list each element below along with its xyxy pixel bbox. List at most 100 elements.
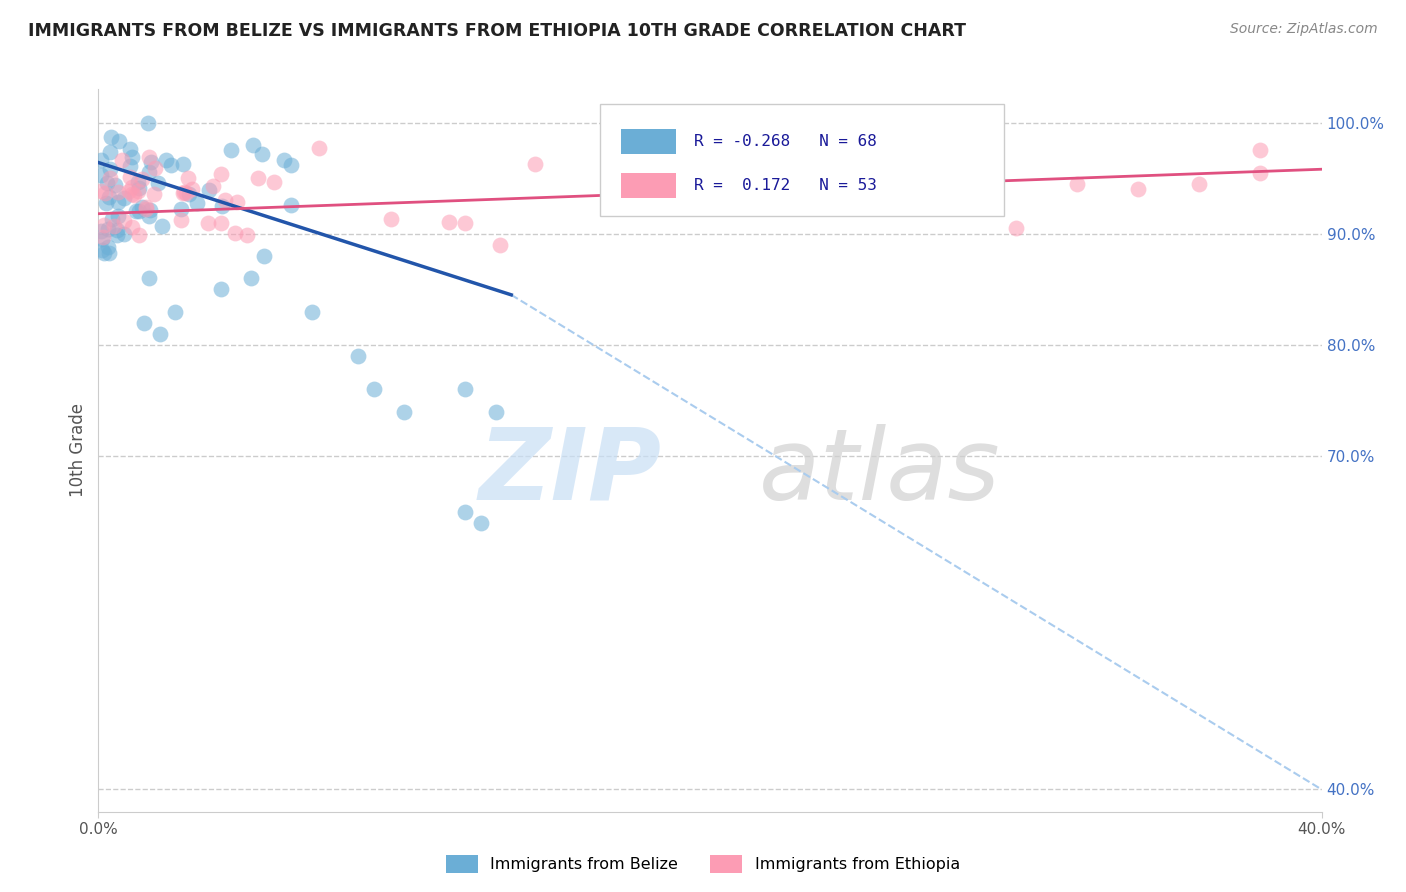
Point bbox=[214, 193, 236, 207]
Text: atlas: atlas bbox=[759, 424, 1001, 521]
Point bbox=[125, 204, 148, 219]
Point bbox=[242, 138, 264, 153]
Point bbox=[485, 404, 508, 418]
Point bbox=[169, 202, 191, 216]
Point bbox=[437, 215, 460, 229]
Point bbox=[280, 198, 302, 212]
Point bbox=[98, 161, 121, 176]
Point bbox=[94, 186, 117, 201]
Point bbox=[121, 186, 143, 201]
Point bbox=[150, 219, 173, 233]
Point bbox=[198, 183, 221, 197]
Point bbox=[211, 199, 233, 213]
Point bbox=[91, 230, 114, 244]
Point bbox=[121, 150, 143, 164]
Point bbox=[90, 153, 112, 167]
Point bbox=[107, 209, 129, 223]
Point bbox=[380, 212, 402, 227]
Point bbox=[236, 227, 259, 242]
Point bbox=[523, 157, 546, 171]
Point bbox=[606, 141, 628, 155]
Point bbox=[149, 326, 172, 341]
Point bbox=[174, 186, 197, 200]
Point bbox=[209, 167, 232, 181]
Point bbox=[155, 153, 177, 168]
Y-axis label: 10th Grade: 10th Grade bbox=[69, 403, 87, 498]
Point bbox=[179, 187, 201, 202]
Point bbox=[98, 246, 121, 260]
Point bbox=[103, 219, 125, 233]
Text: R =  0.172   N = 53: R = 0.172 N = 53 bbox=[695, 178, 877, 194]
Point bbox=[280, 158, 302, 172]
Point bbox=[943, 182, 966, 196]
Legend: Immigrants from Belize, Immigrants from Ethiopia: Immigrants from Belize, Immigrants from … bbox=[439, 848, 967, 880]
Point bbox=[107, 194, 129, 209]
Point bbox=[100, 129, 122, 144]
Point bbox=[90, 184, 112, 198]
Text: Source: ZipAtlas.com: Source: ZipAtlas.com bbox=[1230, 22, 1378, 37]
Point bbox=[122, 188, 145, 202]
Point bbox=[347, 349, 370, 363]
Point bbox=[172, 157, 194, 171]
Point bbox=[90, 169, 112, 183]
Point bbox=[273, 153, 295, 167]
Point bbox=[143, 161, 166, 176]
Point bbox=[139, 203, 162, 218]
Text: ZIP: ZIP bbox=[478, 424, 661, 521]
Point bbox=[105, 223, 128, 237]
Point bbox=[121, 180, 143, 194]
Point bbox=[470, 516, 492, 530]
Point bbox=[489, 238, 512, 252]
Point bbox=[138, 209, 160, 223]
Point bbox=[172, 186, 194, 201]
Point bbox=[225, 195, 247, 210]
Point bbox=[246, 171, 269, 186]
Point bbox=[1004, 221, 1026, 235]
Point bbox=[454, 216, 477, 230]
Point bbox=[98, 170, 121, 185]
Point bbox=[308, 141, 330, 155]
Point bbox=[127, 184, 149, 198]
Point bbox=[392, 404, 416, 418]
Point bbox=[1066, 177, 1088, 191]
Point bbox=[135, 202, 157, 217]
Point bbox=[363, 382, 385, 396]
Point bbox=[240, 271, 263, 285]
Point bbox=[197, 216, 219, 230]
Point bbox=[142, 187, 165, 202]
Point bbox=[1188, 177, 1211, 191]
Point bbox=[138, 165, 160, 179]
Point bbox=[1249, 144, 1271, 158]
Point bbox=[118, 170, 141, 185]
Point bbox=[202, 178, 225, 193]
Text: IMMIGRANTS FROM BELIZE VS IMMIGRANTS FROM ETHIOPIA 10TH GRADE CORRELATION CHART: IMMIGRANTS FROM BELIZE VS IMMIGRANTS FRO… bbox=[28, 22, 966, 40]
Point bbox=[134, 316, 156, 330]
Point bbox=[108, 135, 131, 149]
Point bbox=[127, 175, 149, 189]
Point bbox=[181, 182, 204, 196]
Point bbox=[301, 304, 323, 318]
Point bbox=[163, 304, 186, 318]
Point bbox=[112, 214, 135, 228]
Point bbox=[111, 153, 134, 167]
Point bbox=[112, 227, 135, 241]
Point bbox=[139, 155, 162, 169]
Point bbox=[177, 170, 200, 185]
Point bbox=[97, 222, 120, 236]
Point bbox=[131, 200, 153, 214]
Point bbox=[97, 240, 120, 254]
Point bbox=[138, 271, 160, 285]
Point bbox=[107, 185, 129, 199]
Point bbox=[93, 246, 115, 260]
Point bbox=[224, 227, 246, 241]
Point bbox=[118, 184, 141, 198]
Point bbox=[454, 382, 477, 396]
Point bbox=[128, 227, 150, 242]
Point bbox=[454, 505, 477, 519]
Point bbox=[118, 142, 141, 156]
Point bbox=[97, 190, 120, 204]
Point bbox=[169, 213, 191, 227]
Point bbox=[135, 200, 157, 214]
Point bbox=[100, 212, 122, 227]
Point bbox=[209, 282, 232, 296]
